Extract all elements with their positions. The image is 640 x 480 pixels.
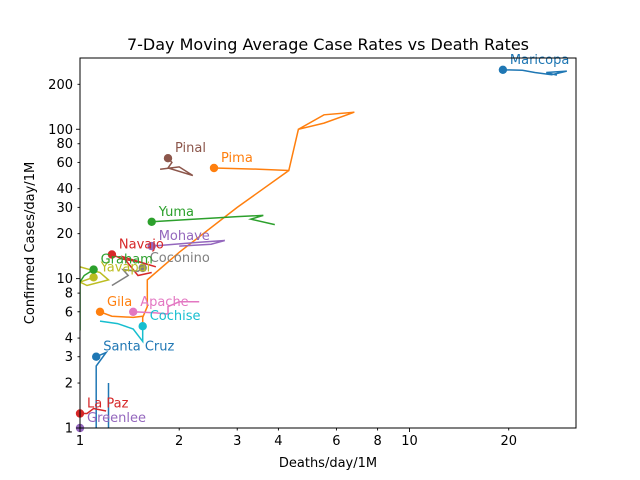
apache-endpoint (129, 307, 138, 316)
maricopa-endpoint (498, 65, 508, 75)
gila-line (99, 311, 143, 319)
y-tick-label: 3 (65, 350, 73, 365)
yuma-line (151, 214, 275, 226)
santa-cruz-label: Santa Cruz (103, 340, 174, 355)
graham-label: Graham (101, 253, 153, 268)
x-axis-label: Deaths/day/1M (279, 456, 377, 471)
y-tick-label: 2 (65, 377, 73, 392)
y-tick-label: 100 (48, 123, 73, 138)
coconino-endpoint (138, 263, 147, 273)
maricopa-line (502, 69, 567, 76)
yuma-endpoint (147, 217, 156, 226)
pima-line (141, 111, 355, 331)
y-tick-label: 1 (65, 422, 73, 437)
navajo-label: Navajo (119, 238, 164, 253)
mohave-label: Mohave (159, 229, 210, 244)
y-tick-label: 60 (56, 156, 73, 171)
y-axis-label: Confirmed Cases/day/1M (23, 162, 38, 324)
pima-label: Pima (221, 151, 253, 166)
la-paz-label: La Paz (87, 397, 129, 412)
y-tick-label: 20 (56, 227, 73, 242)
mohave-endpoint (147, 241, 156, 251)
x-axis-ticks: 1 10 2 3 4 6 8 20 (76, 428, 517, 449)
mohave-line (151, 239, 225, 247)
cochise-label: Cochise (150, 309, 201, 324)
pinal-line (160, 157, 194, 177)
x-tick-label: 10 (401, 434, 418, 449)
yavapai-label: Yavapai (100, 260, 151, 275)
y-tick-label: 40 (56, 182, 73, 197)
navajo-line (111, 253, 157, 277)
yavapai-endpoint (89, 273, 98, 282)
plot-frame (79, 57, 577, 429)
marker-layer (75, 65, 508, 433)
maricopa-label: Maricopa (510, 53, 569, 68)
santa-cruz-line (95, 350, 109, 428)
navajo-endpoint (107, 250, 117, 259)
pinal-endpoint (163, 154, 173, 163)
x-tick-label: 4 (274, 434, 282, 449)
santa-cruz-endpoint (92, 352, 101, 361)
chart-title: 7-Day Moving Average Case Rates vs Death… (127, 35, 529, 54)
pinal-label: Pinal (175, 141, 206, 156)
y-tick-label: 6 (65, 305, 73, 320)
x-tick-label: 8 (373, 434, 381, 449)
x-tick-label: 3 (233, 434, 241, 449)
y-tick-label: 8 (65, 287, 73, 302)
cochise-line (99, 320, 144, 344)
apache-line (133, 301, 200, 315)
y-tick-label: 200 (48, 78, 73, 93)
graham-endpoint (89, 265, 98, 274)
graham-line (80, 268, 94, 331)
x-tick-label: 1 (76, 434, 84, 449)
label-layer: Maricopa Pima Yuma Pinal MohaveNavajoCoconin… (87, 53, 569, 426)
x-tick-label: 2 (175, 434, 183, 449)
cochise-endpoint (138, 322, 147, 331)
y-tick-label: 30 (56, 201, 73, 216)
pima-endpoint (209, 163, 219, 173)
coconino-label: Coconino (150, 251, 210, 266)
apache-label: Apache (140, 295, 189, 310)
x-tick-label: 6 (332, 434, 340, 449)
y-tick-label: 10 (56, 272, 73, 287)
gila-label: Gila (107, 295, 132, 310)
greenlee-label: Greenlee (87, 411, 146, 426)
yuma-label: Yuma (158, 205, 194, 220)
gila-endpoint (95, 307, 105, 316)
x-tick-label: 20 (500, 434, 517, 449)
y-axis-ticks: 1 10 100 2 3 4 6 8 20 30 40 60 80 200 (48, 78, 80, 437)
y-tick-label: 80 (56, 137, 73, 152)
y-tick-label: 4 (65, 332, 73, 347)
